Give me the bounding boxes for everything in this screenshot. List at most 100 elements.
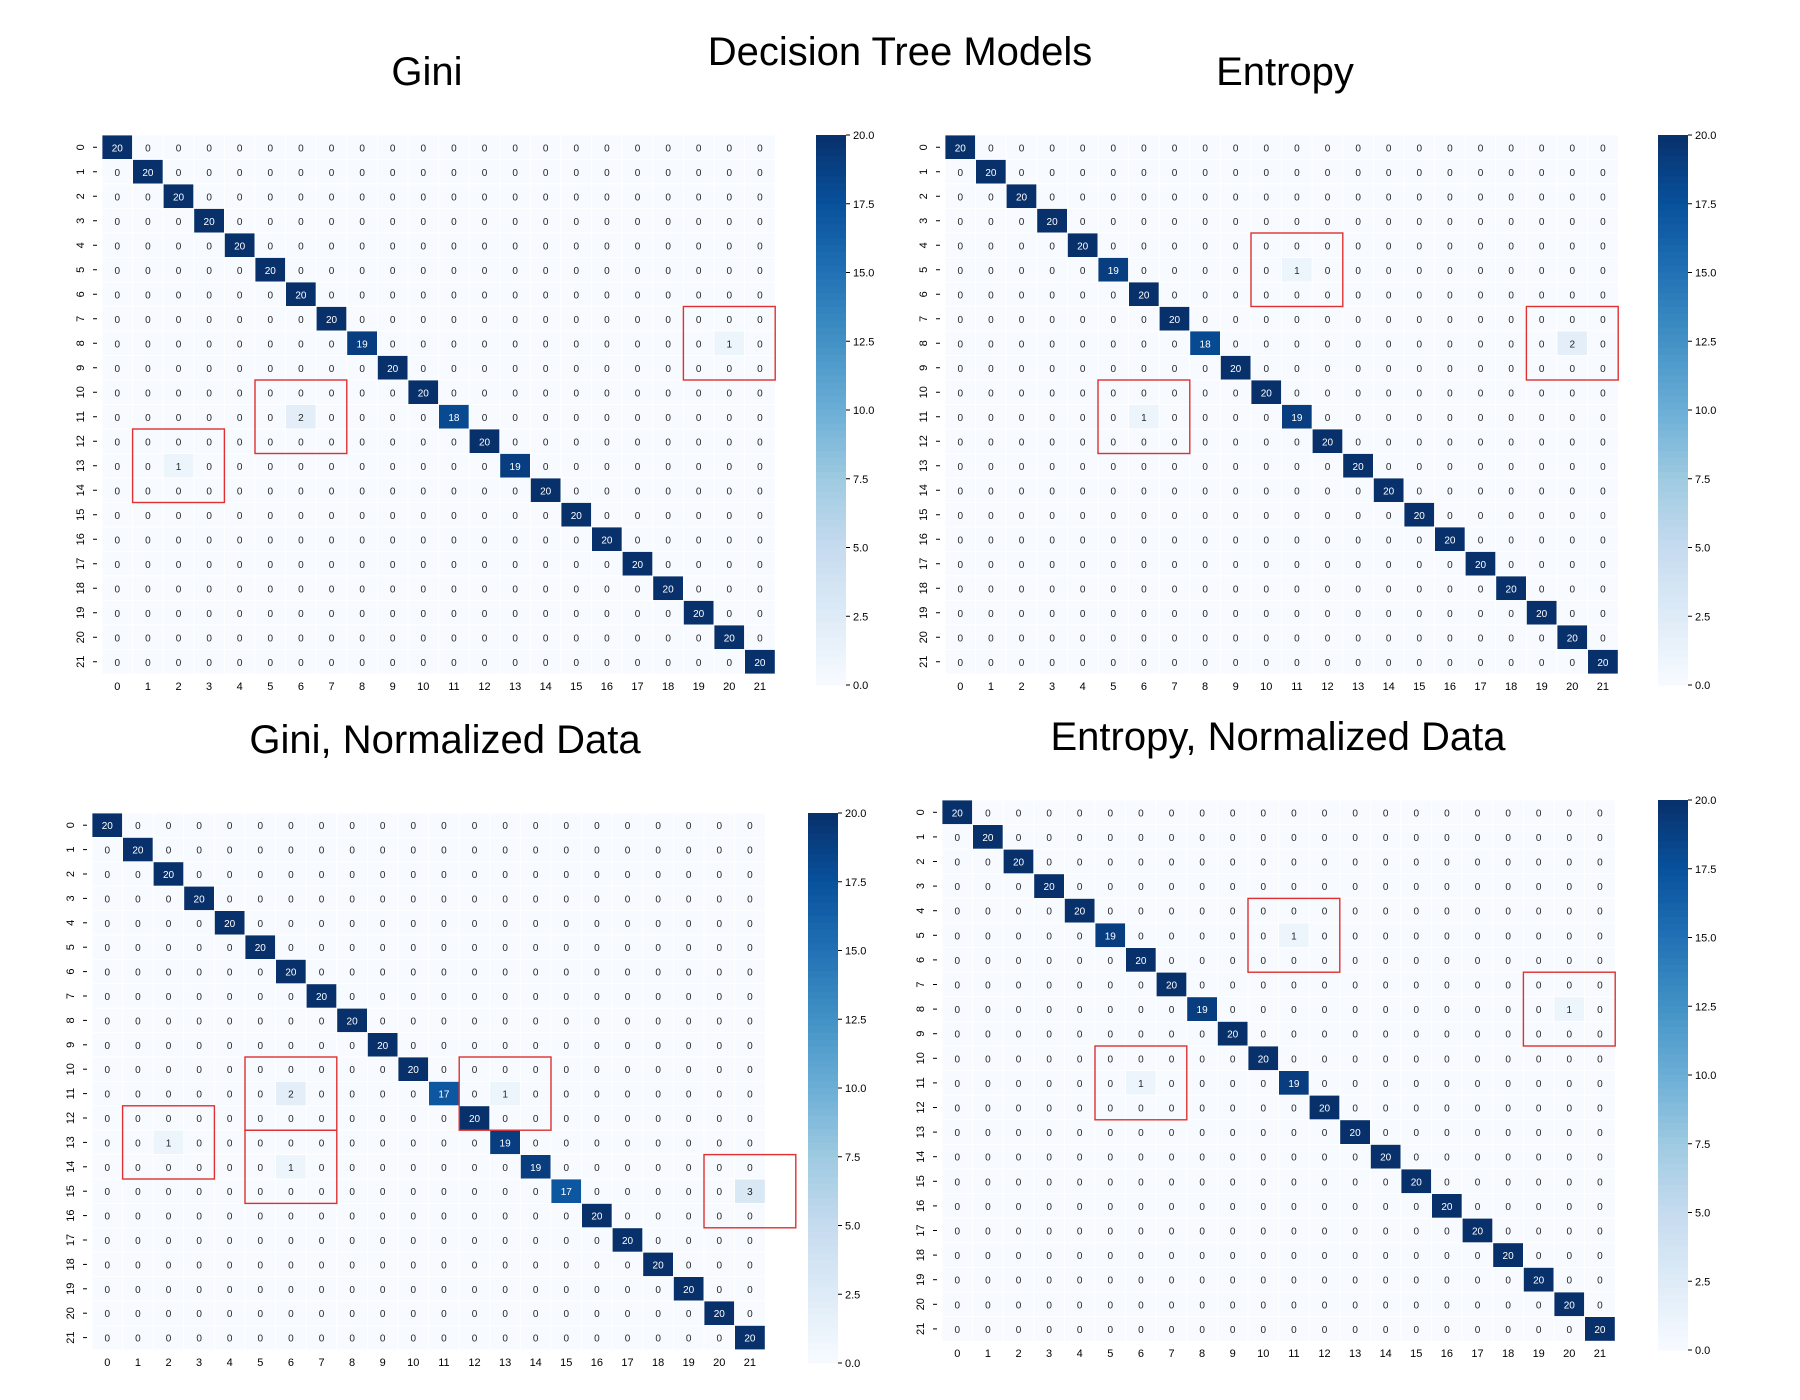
cell-value-label: 0 — [390, 486, 396, 497]
cell-value-label: 20 — [1322, 437, 1334, 448]
cell-value-label: 0 — [1505, 1300, 1511, 1311]
cell-value-label: 0 — [1169, 1202, 1175, 1213]
cell-value-label: 0 — [421, 339, 427, 350]
cell-value-label: 0 — [1233, 535, 1239, 546]
cell-value-label: 0 — [1352, 981, 1358, 992]
cell-value-label: 0 — [1019, 217, 1025, 228]
heatmap-cells: 20 0 0 0 0 0 0 0 0 0 0 0 0 0 0 0 0 0 0 0 0 00 20 0 0 0 0 0 0 0 0 0 0 0 0 0 0… — [92, 813, 765, 1350]
colorbar-segment — [1658, 1123, 1688, 1130]
cell-value-label: 0 — [686, 846, 692, 857]
cell-value-label: 0 — [380, 1016, 386, 1027]
y-tick-label: 12 — [75, 435, 87, 447]
cell-value-label: 0 — [512, 560, 518, 571]
colorbar-segment — [816, 644, 846, 651]
x-tick-label: 19 — [1536, 681, 1548, 693]
y-tick-label: 3 — [915, 883, 927, 889]
cell-value-label: 0 — [1447, 364, 1453, 375]
cell-value-label: 0 — [696, 241, 702, 252]
cell-value-label: 0 — [655, 1138, 661, 1149]
cell-value-label: 0 — [1199, 858, 1205, 869]
cell-value-label: 0 — [988, 364, 994, 375]
cell-value-label: 0 — [717, 821, 723, 832]
cell-value-label: 0 — [1505, 981, 1511, 992]
cell-value-label: 20 — [347, 1016, 359, 1027]
cell-value-label: 0 — [665, 315, 671, 326]
cell-value-label: 0 — [985, 1325, 991, 1336]
cell-value-label: 0 — [411, 1285, 417, 1296]
cell-value-label: 0 — [411, 1016, 417, 1027]
cell-value-label: 0 — [985, 931, 991, 942]
cell-value-label: 0 — [533, 1114, 539, 1125]
cell-value-label: 0 — [196, 1163, 202, 1174]
cell-value-label: 0 — [1322, 1079, 1328, 1090]
cell-value-label: 0 — [105, 1138, 111, 1149]
cell-value-label: 0 — [1567, 931, 1573, 942]
colorbar-segment — [808, 1308, 838, 1315]
cell-value-label: 0 — [1291, 1325, 1297, 1336]
cell-value-label: 20 — [387, 364, 399, 375]
cell-value-label: 0 — [604, 633, 610, 644]
colorbar-segment — [1658, 307, 1688, 314]
colorbar-segment — [1658, 383, 1688, 390]
cell-value-label: 0 — [988, 633, 994, 644]
cell-value-label: 0 — [135, 968, 141, 979]
cell-value-label: 0 — [1019, 633, 1025, 644]
cell-value-label: 0 — [359, 217, 365, 228]
cell-value-label: 0 — [1352, 808, 1358, 819]
cell-value-label: 0 — [1202, 413, 1208, 424]
cell-value-label: 0 — [747, 943, 753, 954]
cell-value-label: 0 — [574, 168, 580, 179]
cell-value-label: 0 — [1539, 437, 1545, 448]
cell-value-label: 0 — [380, 1309, 386, 1320]
cell-value-label: 0 — [1505, 1128, 1511, 1139]
cell-value-label: 0 — [349, 943, 355, 954]
cell-value-label: 0 — [1322, 1276, 1328, 1287]
cell-value-label: 0 — [1567, 907, 1573, 918]
cell-value-label: 0 — [1355, 633, 1361, 644]
colorbar-segment — [808, 1184, 838, 1191]
cell-value-label: 0 — [717, 1260, 723, 1271]
cell-value-label: 0 — [288, 870, 294, 881]
cell-value-label: 0 — [985, 1054, 991, 1065]
cell-value-label: 0 — [594, 1138, 600, 1149]
x-tick-label: 1 — [985, 1348, 991, 1360]
colorbar-segment — [1658, 369, 1688, 376]
cell-value-label: 0 — [747, 968, 753, 979]
cell-value-label: 0 — [1233, 633, 1239, 644]
cell-value-label: 0 — [206, 462, 212, 473]
cell-value-label: 0 — [1570, 168, 1576, 179]
colorbar-segment — [816, 190, 846, 197]
cell-value-label: 0 — [421, 192, 427, 203]
cell-value-label: 0 — [411, 1163, 417, 1174]
colorbar-segment — [816, 664, 846, 671]
cell-value-label: 0 — [512, 241, 518, 252]
cell-value-label: 20 — [377, 1041, 389, 1052]
cell-value-label: 0 — [696, 633, 702, 644]
cell-value-label: 0 — [451, 462, 457, 473]
cell-value-label: 0 — [1444, 858, 1450, 869]
cell-value-label: 0 — [604, 560, 610, 571]
cell-value-label: 0 — [196, 1309, 202, 1320]
cell-value-label: 0 — [1141, 658, 1147, 669]
cell-value-label: 0 — [258, 992, 264, 1003]
cell-value-label: 0 — [574, 658, 580, 669]
colorbar-segment — [1658, 1336, 1688, 1343]
cell-value-label: 0 — [1046, 1079, 1052, 1090]
cell-value-label: 0 — [512, 437, 518, 448]
cell-value-label: 0 — [1325, 241, 1331, 252]
cell-value-label: 0 — [1417, 609, 1423, 620]
cell-value-label: 0 — [319, 1236, 325, 1247]
colorbar-tick-label: 0.0 — [1695, 1345, 1710, 1357]
y-tick-label: 4 — [915, 908, 927, 914]
cell-value-label: 0 — [145, 143, 151, 154]
colorbar-segment — [808, 847, 838, 854]
colorbar-segment — [808, 1109, 838, 1116]
colorbar-segment — [808, 902, 838, 909]
cell-value-label: 0 — [988, 560, 994, 571]
cell-value-label: 0 — [1202, 143, 1208, 154]
cell-value-label: 0 — [288, 1041, 294, 1052]
cell-value-label: 0 — [411, 1260, 417, 1271]
cell-value-label: 0 — [985, 858, 991, 869]
x-tick-label: 14 — [530, 1357, 542, 1369]
cell-value-label: 0 — [115, 388, 121, 399]
